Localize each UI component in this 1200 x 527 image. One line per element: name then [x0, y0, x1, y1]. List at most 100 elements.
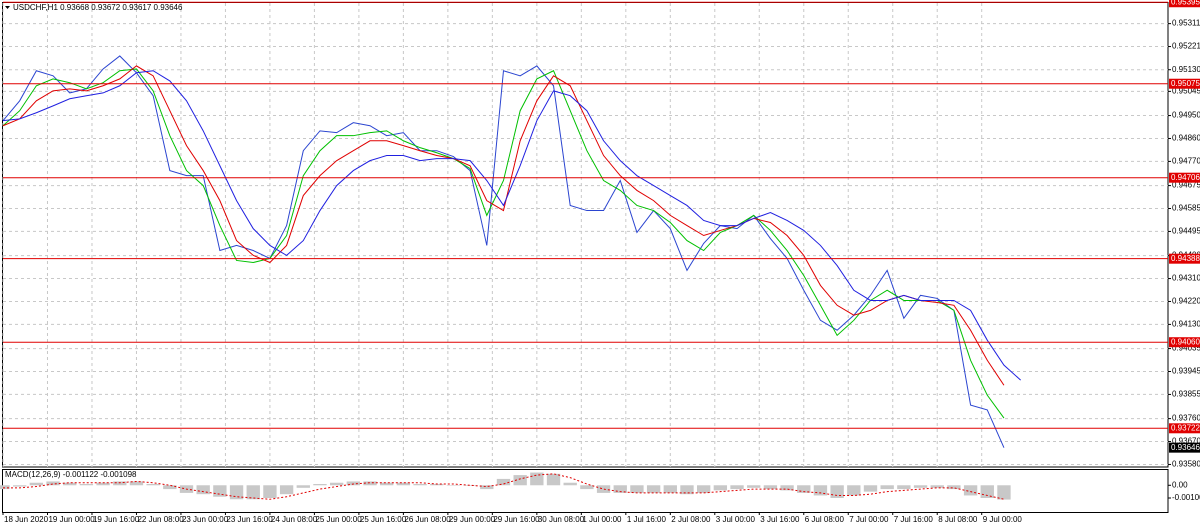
y-tick-label: 0.94860 — [1172, 134, 1200, 143]
x-tick-label: 30 Jun 08:00 — [538, 515, 585, 524]
menu-triangle — [5, 6, 10, 9]
histogram-bar — [279, 485, 294, 495]
histogram-bar — [380, 482, 394, 486]
histogram-bar — [96, 482, 110, 486]
y-tick-label: 0.00 — [1172, 480, 1188, 489]
y-tick-label: -0.00100 — [1172, 493, 1200, 502]
histogram-bar — [980, 485, 994, 498]
histogram-bar — [263, 485, 277, 498]
y-tick-label: 0.94770 — [1172, 157, 1200, 166]
y-tick-label: 0.94950 — [1172, 111, 1200, 120]
panel-title: USDCHF,H1 0.93668 0.93672 0.93617 0.9364… — [13, 3, 183, 12]
y-tick-label: 0.94220 — [1172, 297, 1200, 306]
histogram-bar — [530, 472, 544, 486]
level-label-box — [1169, 423, 1200, 434]
histogram-bar — [246, 485, 260, 500]
x-tick-label: 29 Jun 00:00 — [449, 515, 496, 524]
x-tick-label: 23 Jun 00:00 — [182, 515, 229, 524]
x-tick-label: 25 Jun 16:00 — [360, 515, 407, 524]
histogram-bar — [313, 484, 327, 486]
histogram-bar — [146, 484, 160, 486]
histogram-bar — [113, 481, 127, 486]
histogram-bar — [947, 485, 961, 490]
y-tick-label: 0.93670 — [1172, 437, 1200, 446]
level-label: 0.93722 — [1171, 423, 1200, 432]
histogram-bar — [496, 478, 511, 486]
x-tick-label: 8 Jul 08:00 — [938, 515, 978, 524]
current-price-label: 0.93646 — [1171, 443, 1200, 452]
histogram-bar — [913, 485, 928, 488]
level-label: 0.95395 — [1171, 0, 1200, 6]
level-label: 0.94706 — [1171, 173, 1200, 182]
histogram-bar — [396, 482, 411, 486]
series-line — [2, 68, 1005, 419]
x-tick-label: 22 Jun 08:00 — [137, 515, 184, 524]
x-tick-label: 3 Jul 00:00 — [716, 515, 756, 524]
x-tick-label: 7 Jul 00:00 — [849, 515, 889, 524]
level-label: 0.95075 — [1171, 79, 1200, 88]
level-label-box — [1169, 253, 1200, 264]
x-tick-label: 23 Jun 16:00 — [226, 515, 273, 524]
histogram-bar — [46, 481, 60, 486]
histogram-bar — [0, 485, 10, 490]
y-tick-label: 0.95130 — [1172, 65, 1200, 74]
histogram-bar — [329, 482, 344, 486]
x-tick-label: 29 Jun 16:00 — [493, 515, 540, 524]
y-tick-label: 0.94495 — [1172, 227, 1200, 236]
histogram-bar — [430, 484, 444, 486]
y-tick-label: 0.95311 — [1172, 19, 1200, 28]
histogram-bar — [163, 485, 177, 490]
y-tick-label: 0.94675 — [1172, 181, 1200, 190]
histogram-bar — [763, 485, 778, 490]
histogram-bar — [613, 485, 627, 493]
x-tick-label: 9 Jul 00:00 — [983, 515, 1023, 524]
histogram-bar — [813, 485, 828, 496]
y-tick-label: 0.94310 — [1172, 274, 1200, 283]
y-tick-label: 0.93580 — [1172, 460, 1200, 469]
histogram-bar — [780, 485, 794, 491]
histogram-bar — [79, 484, 94, 486]
y-tick-label: 0.93945 — [1172, 367, 1200, 376]
x-tick-label: 18 Jun 2020 — [4, 515, 49, 524]
histogram-bar — [363, 481, 377, 486]
histogram-bar — [13, 485, 27, 487]
series-line — [2, 55, 1005, 448]
histogram-bar — [797, 485, 811, 493]
histogram-bar — [229, 485, 244, 500]
histogram-bar — [446, 485, 461, 486]
x-tick-label: 3 Jul 16:00 — [760, 515, 800, 524]
y-tick-label: 0.93760 — [1172, 414, 1200, 423]
level-label: 0.94060 — [1171, 337, 1200, 346]
histogram-bar — [897, 485, 911, 490]
histogram-bar — [847, 485, 861, 496]
histogram-bar — [513, 475, 527, 486]
histogram-bar — [630, 485, 644, 493]
x-tick-label: 1 Jul 16:00 — [627, 515, 667, 524]
histogram-bar — [29, 482, 44, 486]
x-tick-label: 2 Jul 08:00 — [671, 515, 711, 524]
panel-title: MACD(12,26,9) -0.001122 -0.001098 — [5, 470, 137, 479]
histogram-bar — [63, 482, 77, 486]
y-tick-label: 0.95045 — [1172, 86, 1200, 95]
x-tick-label: 6 Jul 08:00 — [805, 515, 845, 524]
histogram-bar — [580, 485, 594, 490]
y-tick-label: 0.94130 — [1172, 319, 1200, 328]
x-tick-label: 19 Jun 16:00 — [93, 515, 140, 524]
histogram-bar — [963, 485, 978, 496]
y-tick-label: 0.94585 — [1172, 204, 1200, 213]
histogram-bar — [546, 473, 561, 486]
macd-panel-frame — [2, 469, 1169, 513]
histogram-bar — [863, 485, 878, 492]
x-tick-label: 7 Jul 16:00 — [894, 515, 934, 524]
histogram-bar — [680, 485, 694, 495]
histogram-bar — [563, 482, 577, 486]
histogram-bar — [213, 485, 227, 497]
histogram-bar — [730, 485, 744, 490]
y-tick-label: 0.95221 — [1172, 42, 1200, 51]
x-tick-label: 19 Jun 00:00 — [48, 515, 95, 524]
histogram-bar — [463, 485, 477, 486]
histogram-bar — [129, 481, 144, 486]
